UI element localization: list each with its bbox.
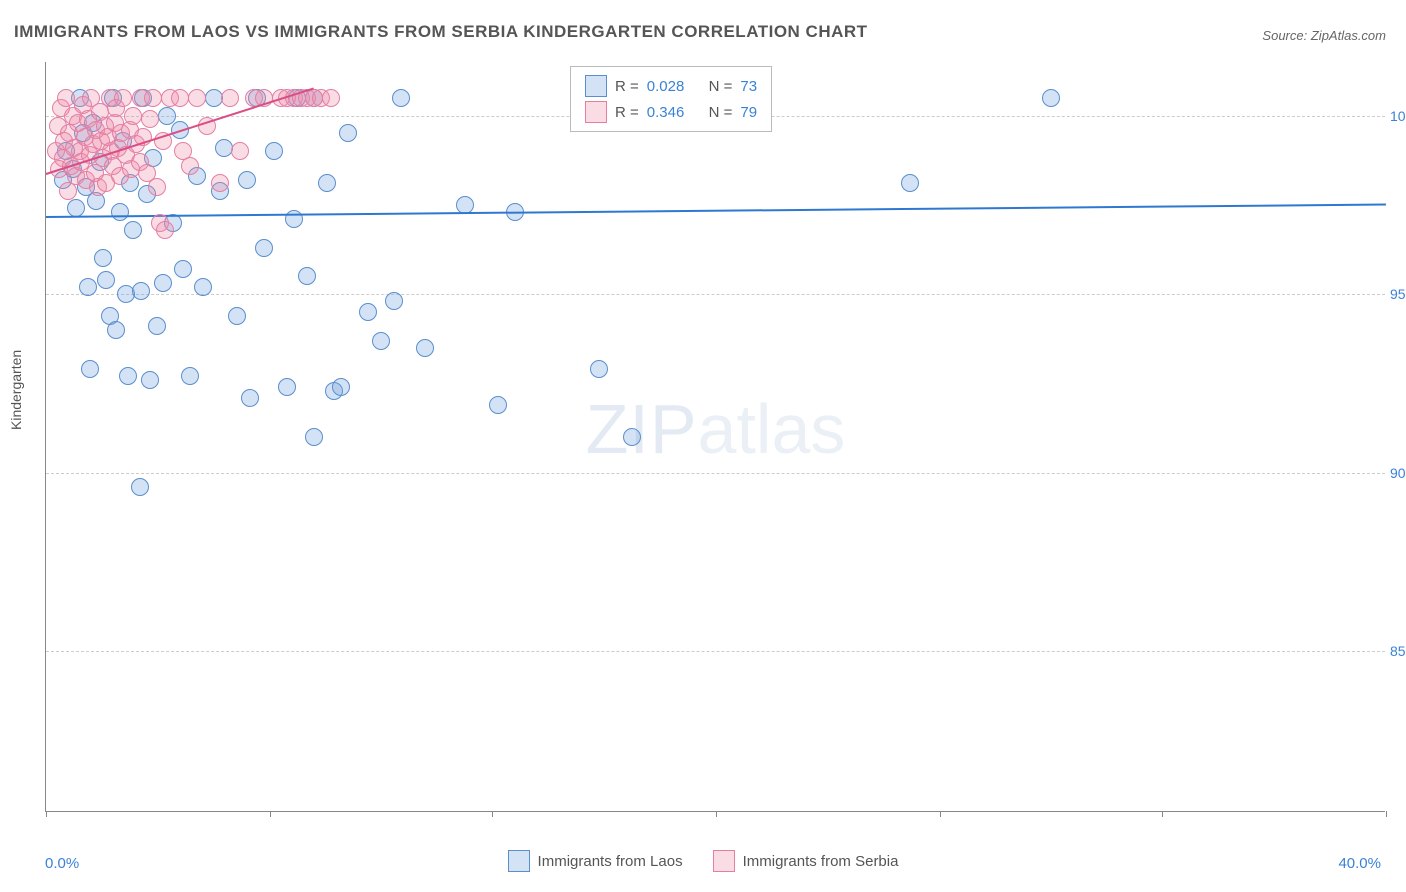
x-tick <box>1162 811 1163 817</box>
stats-legend-box: R = 0.028 N = 73 R = 0.346 N = 79 <box>570 66 772 132</box>
data-point <box>124 221 142 239</box>
watermark: ZIPatlas <box>586 389 846 469</box>
data-point <box>131 478 149 496</box>
plot-inner: ZIPatlas 85.0%90.0%95.0%100.0% <box>45 62 1385 812</box>
data-point <box>231 142 249 160</box>
data-point <box>215 139 233 157</box>
data-point <box>154 274 172 292</box>
data-point <box>132 282 150 300</box>
data-point <box>211 174 229 192</box>
data-point <box>901 174 919 192</box>
data-point <box>221 89 239 107</box>
n-label: N = <box>709 78 733 95</box>
data-point <box>339 124 357 142</box>
data-point <box>305 428 323 446</box>
data-point <box>332 378 350 396</box>
data-point <box>144 89 162 107</box>
data-point <box>241 389 259 407</box>
legend-item-laos: Immigrants from Laos <box>508 850 683 872</box>
data-point <box>171 89 189 107</box>
source-site: ZipAtlas.com <box>1311 28 1386 43</box>
data-point <box>94 249 112 267</box>
gridline-h <box>46 294 1385 295</box>
chart-title: IMMIGRANTS FROM LAOS VS IMMIGRANTS FROM … <box>14 22 868 42</box>
data-point <box>359 303 377 321</box>
data-point <box>1042 89 1060 107</box>
y-axis-label: Kindergarten <box>8 350 24 430</box>
legend-label-serbia: Immigrants from Serbia <box>743 853 899 870</box>
x-tick <box>270 811 271 817</box>
watermark-zip: ZIP <box>586 390 698 468</box>
legend-label-laos: Immigrants from Laos <box>538 853 683 870</box>
data-point <box>79 278 97 296</box>
watermark-atlas: atlas <box>698 390 846 468</box>
y-tick-label: 85.0% <box>1390 643 1406 659</box>
data-point <box>114 89 132 107</box>
r-label: R = <box>615 78 639 95</box>
source-prefix: Source: <box>1262 28 1307 43</box>
y-tick-label: 90.0% <box>1390 465 1406 481</box>
data-point <box>228 307 246 325</box>
x-tick <box>940 811 941 817</box>
data-point <box>156 221 174 239</box>
data-point <box>205 89 223 107</box>
data-point <box>265 142 283 160</box>
source-label: Source: ZipAtlas.com <box>1262 28 1386 43</box>
data-point <box>623 428 641 446</box>
gridline-h <box>46 473 1385 474</box>
n-value-serbia: 79 <box>740 104 757 121</box>
data-point <box>148 317 166 335</box>
data-point <box>141 110 159 128</box>
stats-row-serbia: R = 0.346 N = 79 <box>585 99 757 125</box>
data-point <box>148 178 166 196</box>
data-point <box>97 271 115 289</box>
legend-item-serbia: Immigrants from Serbia <box>713 850 899 872</box>
x-tick <box>716 811 717 817</box>
data-point <box>111 203 129 221</box>
gridline-h <box>46 651 1385 652</box>
data-point <box>141 371 159 389</box>
data-point <box>158 107 176 125</box>
data-point <box>194 278 212 296</box>
x-tick <box>46 811 47 817</box>
stats-swatch-laos <box>585 75 607 97</box>
data-point <box>372 332 390 350</box>
data-point <box>416 339 434 357</box>
data-point <box>318 174 336 192</box>
data-point <box>124 107 142 125</box>
data-point <box>278 378 296 396</box>
data-point <box>57 89 75 107</box>
r-value-laos: 0.028 <box>647 78 685 95</box>
y-tick-label: 95.0% <box>1390 286 1406 302</box>
data-point <box>188 89 206 107</box>
data-point <box>392 89 410 107</box>
data-point <box>174 260 192 278</box>
data-point <box>181 367 199 385</box>
data-point <box>590 360 608 378</box>
data-point <box>489 396 507 414</box>
data-point <box>385 292 403 310</box>
legend-swatch-laos <box>508 850 530 872</box>
chart-plot-area: ZIPatlas 85.0%90.0%95.0%100.0% <box>45 62 1385 812</box>
data-point <box>238 171 256 189</box>
stats-swatch-serbia <box>585 101 607 123</box>
r-value-serbia: 0.346 <box>647 104 685 121</box>
trend-line <box>46 203 1386 217</box>
x-tick <box>492 811 493 817</box>
x-tick <box>1386 811 1387 817</box>
legend-swatch-serbia <box>713 850 735 872</box>
data-point <box>298 267 316 285</box>
data-point <box>119 367 137 385</box>
y-tick-label: 100.0% <box>1390 108 1406 124</box>
data-point <box>255 239 273 257</box>
data-point <box>81 360 99 378</box>
n-value-laos: 73 <box>740 78 757 95</box>
data-point <box>322 89 340 107</box>
n-label: N = <box>709 104 733 121</box>
data-point <box>107 321 125 339</box>
bottom-legend: Immigrants from Laos Immigrants from Ser… <box>0 850 1406 872</box>
data-point <box>181 157 199 175</box>
stats-row-laos: R = 0.028 N = 73 <box>585 73 757 99</box>
r-label: R = <box>615 104 639 121</box>
